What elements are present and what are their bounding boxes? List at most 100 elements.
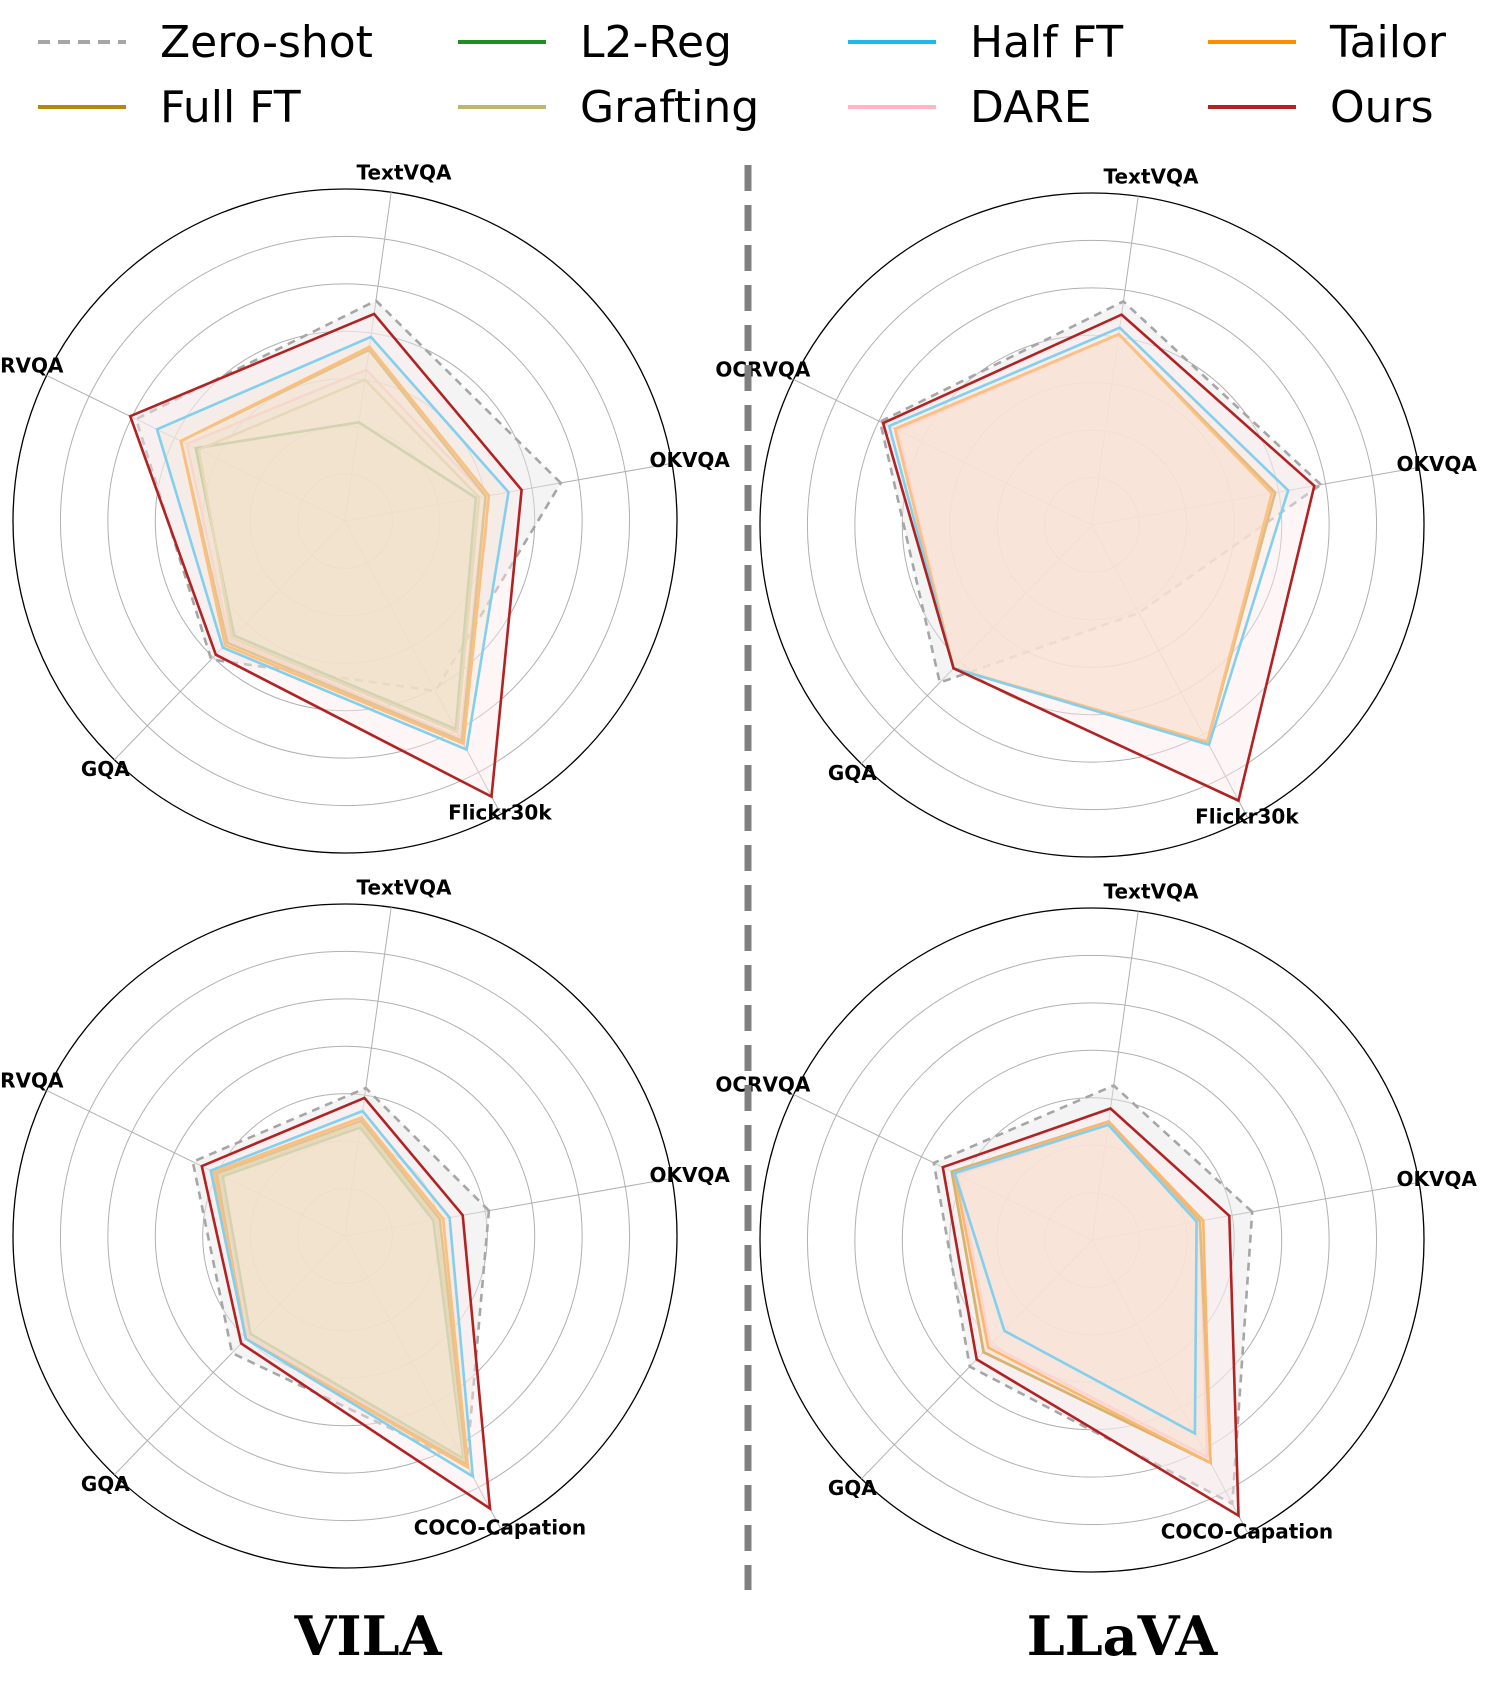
spoke-flickr30k bbox=[1091, 524, 1249, 819]
grid-ring bbox=[854, 1002, 1330, 1478]
series-dare bbox=[185, 368, 487, 740]
legend-label-l2-reg: L2-Reg bbox=[580, 17, 732, 68]
grid-ring bbox=[949, 1097, 1235, 1383]
grid-ring bbox=[249, 425, 441, 617]
series-ours bbox=[128, 312, 523, 799]
series-full-ft bbox=[179, 348, 487, 743]
legend-item-l2-reg: L2-Reg bbox=[458, 17, 732, 68]
grid-ring bbox=[202, 1093, 488, 1379]
grid-ring bbox=[59, 950, 631, 1522]
spoke-gqa bbox=[114, 1235, 346, 1476]
outer-boundary bbox=[12, 903, 678, 1569]
grid-ring bbox=[249, 1140, 441, 1332]
spoke-gqa bbox=[861, 524, 1093, 765]
legend-item-half-ft: Half FT bbox=[848, 17, 1123, 68]
spoke-coco-capation bbox=[1091, 1239, 1249, 1534]
legend-item-dare: DARE bbox=[848, 82, 1092, 133]
series-tailor bbox=[179, 345, 491, 746]
spoke-okvqa bbox=[1091, 1181, 1420, 1241]
axis-label-okvqa: OKVQA bbox=[1396, 1167, 1477, 1191]
axis-label-ocrvqa: OCRVQA bbox=[0, 1068, 64, 1092]
series-ours bbox=[881, 313, 1316, 803]
series-full-ft bbox=[215, 1119, 469, 1467]
legend-item-ours: Ours bbox=[1208, 82, 1434, 133]
axis-label-coco-capation: COCO-Capation bbox=[1161, 1519, 1333, 1543]
legend-label-zero-shot: Zero-shot bbox=[160, 17, 373, 68]
axis-label-flickr30k: Flickr30k bbox=[448, 800, 552, 824]
spoke-flickr30k bbox=[344, 520, 502, 815]
axis-label-okvqa: OKVQA bbox=[649, 1163, 730, 1187]
series-grafting bbox=[197, 378, 481, 734]
spoke-ocrvqa bbox=[793, 379, 1093, 526]
grid-ring bbox=[806, 954, 1378, 1526]
outer-boundary bbox=[759, 192, 1425, 858]
legend-label-ours: Ours bbox=[1330, 82, 1434, 133]
legend-label-dare: DARE bbox=[970, 82, 1092, 133]
grid-ring bbox=[107, 998, 583, 1474]
axis-label-ocrvqa: OCRVQA bbox=[715, 357, 811, 381]
axis-label-textvqa: TextVQA bbox=[1104, 164, 1199, 188]
spoke-okvqa bbox=[344, 1177, 673, 1237]
grid-ring bbox=[901, 1049, 1283, 1431]
grid-ring bbox=[996, 429, 1188, 621]
series-tailor bbox=[212, 1116, 470, 1471]
series-half-ft bbox=[209, 1109, 475, 1479]
axis-label-okvqa: OKVQA bbox=[649, 448, 730, 472]
spoke-textvqa bbox=[1091, 911, 1139, 1241]
legend-item-full-ft: Full FT bbox=[38, 82, 301, 133]
series-ours bbox=[941, 1107, 1240, 1518]
series-zero-shot bbox=[878, 299, 1323, 685]
grid-ring bbox=[1044, 1192, 1140, 1288]
legend-item-tailor: Tailor bbox=[1208, 17, 1447, 68]
spoke-textvqa bbox=[1091, 196, 1139, 526]
radar-chart-llava-coco-capation: OKVQA TextVQA OCRVQA GQA COCO-Capation bbox=[715, 879, 1477, 1573]
radar-chart-llava-flickr30k: OKVQA TextVQA OCRVQA GQA Flickr30k bbox=[715, 164, 1477, 858]
grid-ring bbox=[107, 283, 583, 759]
axis-label-textvqa: TextVQA bbox=[357, 875, 452, 899]
axis-label-okvqa: OKVQA bbox=[1396, 452, 1477, 476]
series-half-ft bbox=[887, 326, 1290, 747]
radar-chart-vila-flickr30k: OKVQA TextVQA OCRVQA GQA Flickr30k bbox=[0, 160, 730, 854]
model-title-vila: VILA bbox=[293, 1604, 442, 1668]
model-title-llava: LLaVA bbox=[1027, 1604, 1219, 1668]
outer-boundary bbox=[12, 188, 678, 854]
series-tailor bbox=[893, 332, 1274, 744]
legend-item-grafting: Grafting bbox=[458, 82, 759, 133]
legend: Zero-shot Full FT L2-Reg Grafting Half FT DAR… bbox=[38, 17, 1447, 133]
legend-label-half-ft: Half FT bbox=[970, 17, 1123, 68]
series-half-ft bbox=[953, 1123, 1198, 1436]
grid-ring bbox=[996, 1144, 1188, 1336]
grid-ring bbox=[854, 287, 1330, 763]
series-tailor bbox=[953, 1120, 1212, 1465]
series-grafting bbox=[218, 1122, 467, 1465]
outer-boundary bbox=[759, 907, 1425, 1573]
spoke-coco-capation bbox=[344, 1235, 502, 1530]
grid-ring bbox=[806, 239, 1378, 811]
legend-label-tailor: Tailor bbox=[1329, 17, 1447, 68]
spoke-textvqa bbox=[344, 907, 392, 1237]
legend-label-full-ft: Full FT bbox=[160, 82, 301, 133]
grid-ring bbox=[154, 330, 536, 712]
series-zero-shot bbox=[134, 299, 563, 693]
axis-label-ocrvqa: OCRVQA bbox=[715, 1072, 811, 1096]
axis-label-coco-capation: COCO-Capation bbox=[414, 1515, 586, 1539]
axis-label-ocrvqa: OCRVQA bbox=[0, 353, 64, 377]
spoke-textvqa bbox=[344, 192, 392, 522]
grid-ring bbox=[59, 235, 631, 807]
series-half-ft bbox=[155, 335, 510, 752]
legend-item-zero-shot: Zero-shot bbox=[38, 17, 373, 68]
grid-ring bbox=[297, 473, 393, 569]
radar-charts: OKVQA TextVQA OCRVQA GQA Flickr30k OKVQA TextV… bbox=[0, 160, 1477, 1573]
axis-label-textvqa: TextVQA bbox=[357, 160, 452, 184]
axis-label-flickr30k: Flickr30k bbox=[1195, 804, 1299, 828]
grid-ring bbox=[949, 382, 1235, 668]
spoke-ocrvqa bbox=[46, 1090, 346, 1237]
radar-chart-vila-coco-capation: OKVQA TextVQA OCRVQA GQA COCO-Capation bbox=[0, 875, 730, 1569]
series-l2-reg bbox=[221, 1125, 466, 1462]
axis-label-gqa: GQA bbox=[81, 757, 130, 781]
grid-ring bbox=[154, 1045, 536, 1427]
axis-label-gqa: GQA bbox=[828, 1476, 877, 1500]
grid-ring bbox=[297, 1188, 393, 1284]
legend-label-grafting: Grafting bbox=[580, 82, 759, 133]
